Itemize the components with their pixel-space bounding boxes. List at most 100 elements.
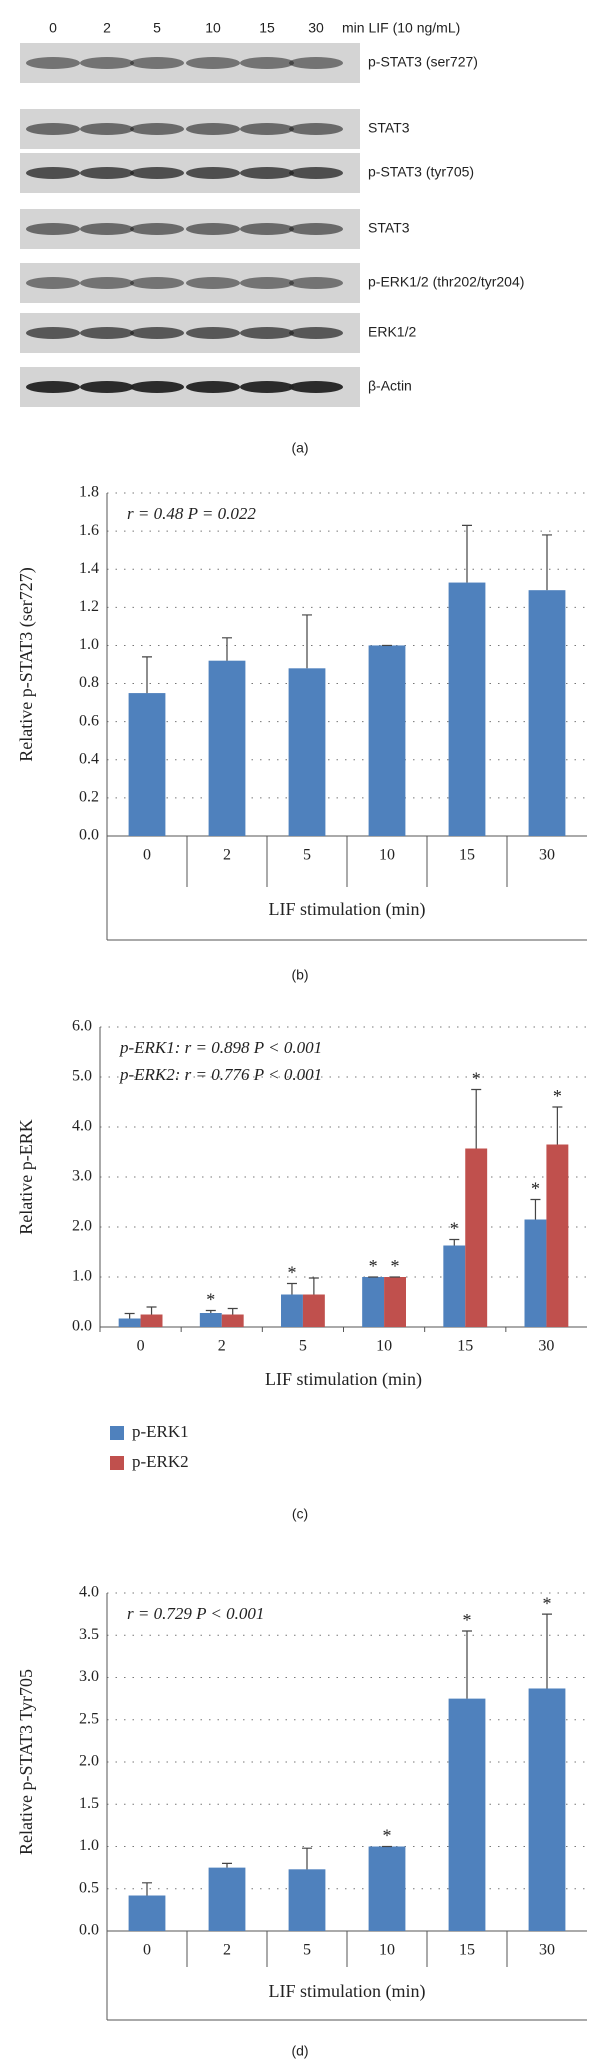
bar [524, 1219, 547, 1327]
y-tick-label: 1.6 [79, 522, 99, 539]
bar [302, 1294, 325, 1327]
blot-row-label: STAT3 [368, 120, 410, 136]
y-tick-label: 0.8 [79, 674, 99, 691]
bar [448, 582, 486, 836]
bar [221, 1314, 244, 1327]
band [240, 57, 294, 69]
band [289, 223, 343, 235]
band [289, 57, 343, 69]
band [130, 327, 184, 339]
error-bar [471, 1088, 482, 1149]
y-tick-label: 5.0 [72, 1068, 92, 1085]
y-tick-label: 1.0 [79, 636, 99, 653]
band [130, 57, 184, 69]
bar [288, 1869, 326, 1931]
band [80, 327, 134, 339]
lane-label: 10 [205, 20, 221, 36]
band [130, 381, 184, 393]
band [186, 223, 240, 235]
band [80, 381, 134, 393]
x-tick-label: 5 [303, 1942, 311, 1959]
bar [546, 1144, 569, 1327]
band [26, 167, 80, 179]
band [80, 167, 134, 179]
significance-mark: * [391, 1256, 400, 1276]
bar [384, 1277, 406, 1327]
band [186, 381, 240, 393]
annotation: r = 0.48 P = 0.022 [127, 504, 256, 523]
error-bar [530, 1198, 541, 1220]
annotation: p-ERK1: r = 0.898 P < 0.001 [119, 1038, 322, 1057]
error-bar [222, 637, 232, 661]
band [130, 223, 184, 235]
band [289, 123, 343, 135]
x-axis-title: LIF stimulation (min) [265, 1369, 422, 1390]
error-bar [124, 1312, 135, 1319]
band [186, 57, 240, 69]
bar [118, 1318, 141, 1327]
error-bar [302, 1847, 312, 1870]
legend-label: p-ERK1 [132, 1422, 189, 1441]
x-tick-label: 10 [376, 1338, 392, 1355]
panel-label: (b) [291, 967, 308, 983]
y-tick-label: 3.5 [79, 1626, 99, 1643]
band [26, 57, 80, 69]
error-bar [462, 524, 472, 583]
error-bar [142, 656, 152, 694]
panel-label: (c) [292, 1506, 308, 1522]
bar [281, 1294, 303, 1327]
error-bar [542, 1613, 552, 1689]
error-bar [542, 534, 552, 591]
bar [368, 1846, 406, 1931]
bar [528, 1688, 566, 1931]
band [240, 123, 294, 135]
blot-row-label: β-Actin [368, 378, 412, 394]
annotation: p-ERK2: r = 0.776 P < 0.001 [119, 1065, 322, 1084]
bar [443, 1245, 466, 1327]
blot-row-label: ERK1/2 [368, 324, 416, 340]
significance-mark: * [383, 1826, 392, 1846]
significance-mark: * [463, 1610, 472, 1630]
bar [465, 1148, 488, 1327]
significance-mark: * [287, 1263, 296, 1283]
lane-unit: min LIF (10 ng/mL) [342, 20, 460, 36]
x-tick-label: 15 [459, 847, 475, 864]
y-tick-label: 1.2 [79, 598, 99, 615]
error-bar [222, 1862, 232, 1868]
band [130, 277, 184, 289]
x-tick-label: 0 [143, 1942, 151, 1959]
x-tick-label: 2 [223, 847, 231, 864]
significance-mark: * [553, 1086, 562, 1106]
band [80, 123, 134, 135]
y-tick-label: 0.0 [79, 1922, 99, 1939]
band [80, 277, 134, 289]
band [186, 327, 240, 339]
bar [368, 645, 406, 836]
error-bar [146, 1306, 157, 1315]
bar [208, 660, 246, 836]
x-tick-label: 15 [459, 1942, 475, 1959]
y-tick-label: 0.2 [79, 789, 99, 806]
bar [140, 1314, 163, 1327]
bar [362, 1277, 385, 1327]
lane-label: 2 [103, 20, 111, 36]
band [80, 57, 134, 69]
error-bar [142, 1882, 152, 1896]
x-axis-title: LIF stimulation (min) [269, 899, 426, 920]
y-tick-label: 2.0 [72, 1218, 92, 1235]
blot-row-label: p-STAT3 (ser727) [368, 54, 478, 70]
lane-label: 15 [259, 20, 275, 36]
error-bar [552, 1106, 563, 1145]
x-tick-label: 15 [457, 1338, 473, 1355]
x-tick-label: 5 [299, 1338, 307, 1355]
blot-row-label: p-ERK1/2 (thr202/tyr204) [368, 274, 524, 290]
x-axis-title: LIF stimulation (min) [269, 1981, 426, 2002]
y-axis-title: Relative p-ERK [16, 1119, 36, 1234]
band [26, 123, 80, 135]
band [26, 327, 80, 339]
legend-swatch [110, 1426, 124, 1440]
lane-label: 5 [153, 20, 161, 36]
band [186, 277, 240, 289]
x-tick-label: 0 [137, 1338, 145, 1355]
band [130, 123, 184, 135]
